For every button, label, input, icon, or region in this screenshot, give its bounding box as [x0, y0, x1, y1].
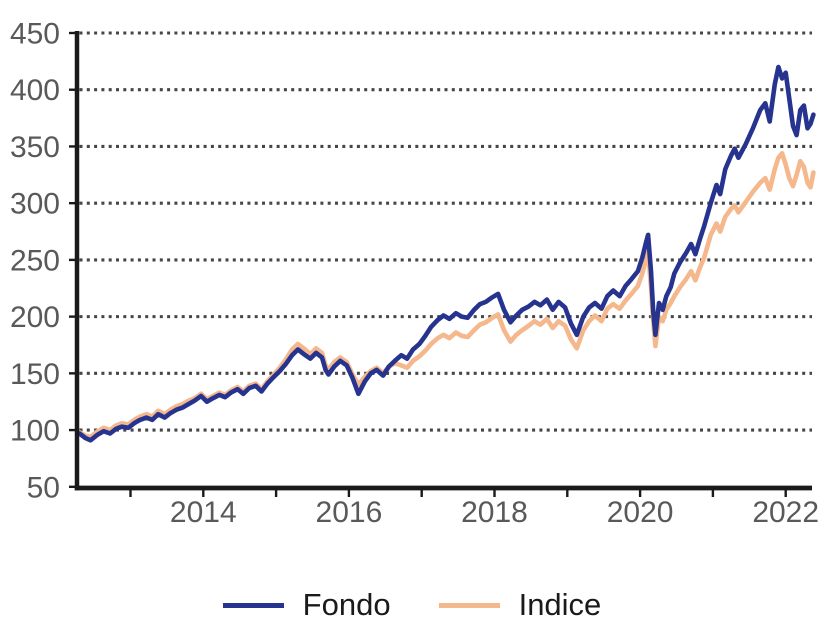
y-axis-label-250: 250: [10, 244, 60, 277]
axes: [74, 31, 812, 491]
y-axis-label-200: 200: [10, 301, 60, 334]
x-axis-label-2022: 2022: [752, 496, 819, 529]
y-axis-label-450: 450: [10, 18, 60, 51]
y-axis-label-350: 350: [10, 131, 60, 164]
series-lines: [77, 64, 816, 443]
y-axis-label-300: 300: [10, 188, 60, 221]
legend-item-fondo: Fondo: [222, 587, 391, 623]
x-axis-label-2020: 2020: [607, 496, 674, 529]
y-axis-label-400: 400: [10, 74, 60, 107]
chart-legend: Fondo Indice: [0, 587, 824, 623]
indice-line-swatch: [438, 602, 500, 608]
x-axis-label-2018: 2018: [461, 496, 528, 529]
legend-item-indice: Indice: [438, 587, 602, 623]
x-axis-label-2014: 2014: [170, 496, 237, 529]
y-axis-label-100: 100: [10, 415, 60, 448]
fondo-legend-label: Fondo: [302, 587, 391, 622]
x-axis-label-2016: 2016: [316, 496, 383, 529]
x-axis-labels: 2014 2016 2018 2020 2022: [170, 496, 819, 529]
y-axis-labels: 450 400 350 300 250 200 150 100 50: [10, 18, 60, 505]
y-axis-label-50: 50: [27, 471, 60, 504]
indice-legend-label: Indice: [518, 587, 602, 622]
fondo-line-swatch: [222, 602, 284, 608]
y-axis-label-150: 150: [10, 358, 60, 391]
fondo-series-line: [77, 64, 816, 443]
indice-series-line: [77, 151, 816, 440]
